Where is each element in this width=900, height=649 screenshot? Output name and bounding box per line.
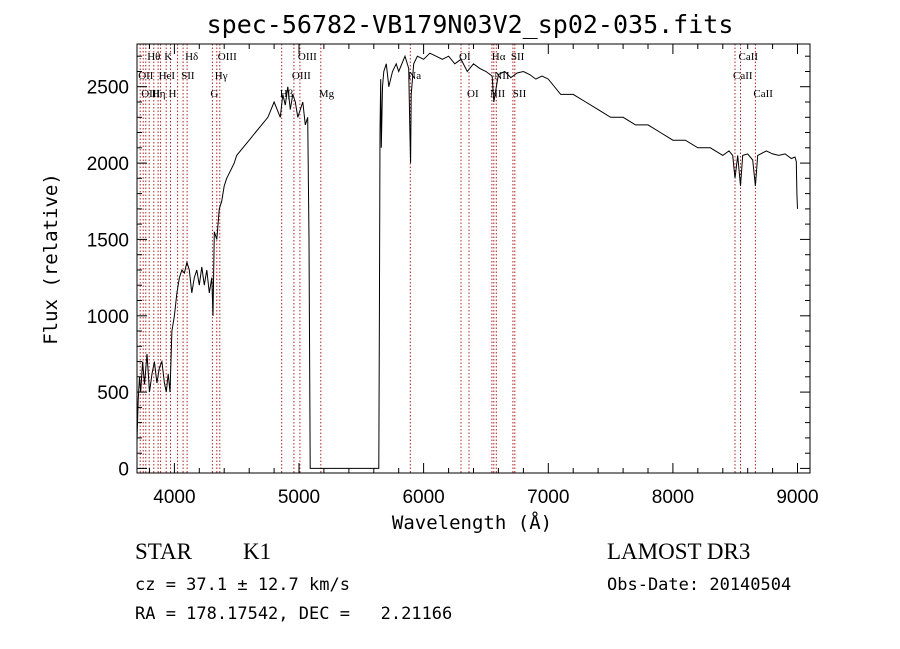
line-marker-label: OI <box>467 88 479 100</box>
line-marker-label: CaII <box>753 88 773 100</box>
line-marker-label: H <box>169 88 177 100</box>
line-marker-label: G <box>210 88 218 100</box>
y-tick-label: 500 <box>97 383 129 404</box>
y-tick-label: 2000 <box>87 154 129 175</box>
plot-frame <box>136 43 811 474</box>
coords-text: RA = 178.17542, DEC = 2.21166 <box>135 604 453 624</box>
object-subclass: K1 <box>243 539 272 564</box>
survey-name: LAMOST DR3 <box>607 539 751 564</box>
line-marker-label: OIII <box>141 88 160 100</box>
line-marker-label: Na <box>408 70 421 82</box>
line-marker-label: NII <box>490 88 506 100</box>
chart-title: spec-56782-VB179N03V2_sp02-035.fits <box>207 10 734 39</box>
spectrum-line <box>136 52 798 469</box>
line-marker-label: HeI <box>159 70 176 82</box>
line-marker-label: K <box>164 51 172 63</box>
x-tick-label: 5000 <box>278 487 320 508</box>
redshift-text: cz = 37.1 ± 12.7 km/s <box>135 575 350 595</box>
line-marker-label: Hδ <box>185 51 198 63</box>
line-marker-label: CaII <box>733 70 753 82</box>
line-marker-label: SII <box>511 51 525 63</box>
y-tick-label: 2500 <box>87 78 129 99</box>
y-axis-label: Flux (relative) <box>40 173 62 345</box>
line-marker-label: OIII <box>292 70 311 82</box>
line-marker-label: Hη <box>152 88 166 100</box>
x-tick-label: 7000 <box>527 487 569 508</box>
line-marker-label: OII <box>138 70 154 82</box>
line-marker-label: CaII <box>739 51 759 63</box>
line-marker-label: SII <box>513 88 527 100</box>
y-tick-label: 1500 <box>87 230 129 251</box>
line-marker-label: Hα <box>492 51 506 63</box>
line-marker-label: SII <box>181 70 195 82</box>
line-marker-label: OI <box>459 51 471 63</box>
x-tick-label: 4000 <box>153 487 195 508</box>
line-marker-label: OIII <box>218 51 237 63</box>
x-tick-label: 6000 <box>402 487 444 508</box>
object-class: STAR <box>135 539 192 564</box>
y-tick-label: 1000 <box>87 307 129 328</box>
y-tick-label: 0 <box>118 459 129 480</box>
x-tick-label: 8000 <box>652 487 694 508</box>
x-axis-label: Wavelength (Å) <box>392 511 552 534</box>
line-marker-labels: OIIOIIIHθHηHeIKHSIIHδGHγOIIIHβOIIIOIIIMg… <box>138 51 773 100</box>
axis-ticks: 4000 5000 6000 7000 8000 9000 0 500 1000 1500 2000… <box>87 44 819 508</box>
line-marker-label: NII <box>494 70 510 82</box>
line-marker-label: Hγ <box>215 70 228 82</box>
x-tick-label: 9000 <box>776 487 818 508</box>
obs-date-text: Obs-Date: 20140504 <box>607 575 792 595</box>
line-markers <box>139 44 756 473</box>
line-marker-label: OIII <box>298 51 317 63</box>
line-marker-label: Mg <box>319 88 335 100</box>
line-marker-label: Hθ <box>147 51 160 63</box>
